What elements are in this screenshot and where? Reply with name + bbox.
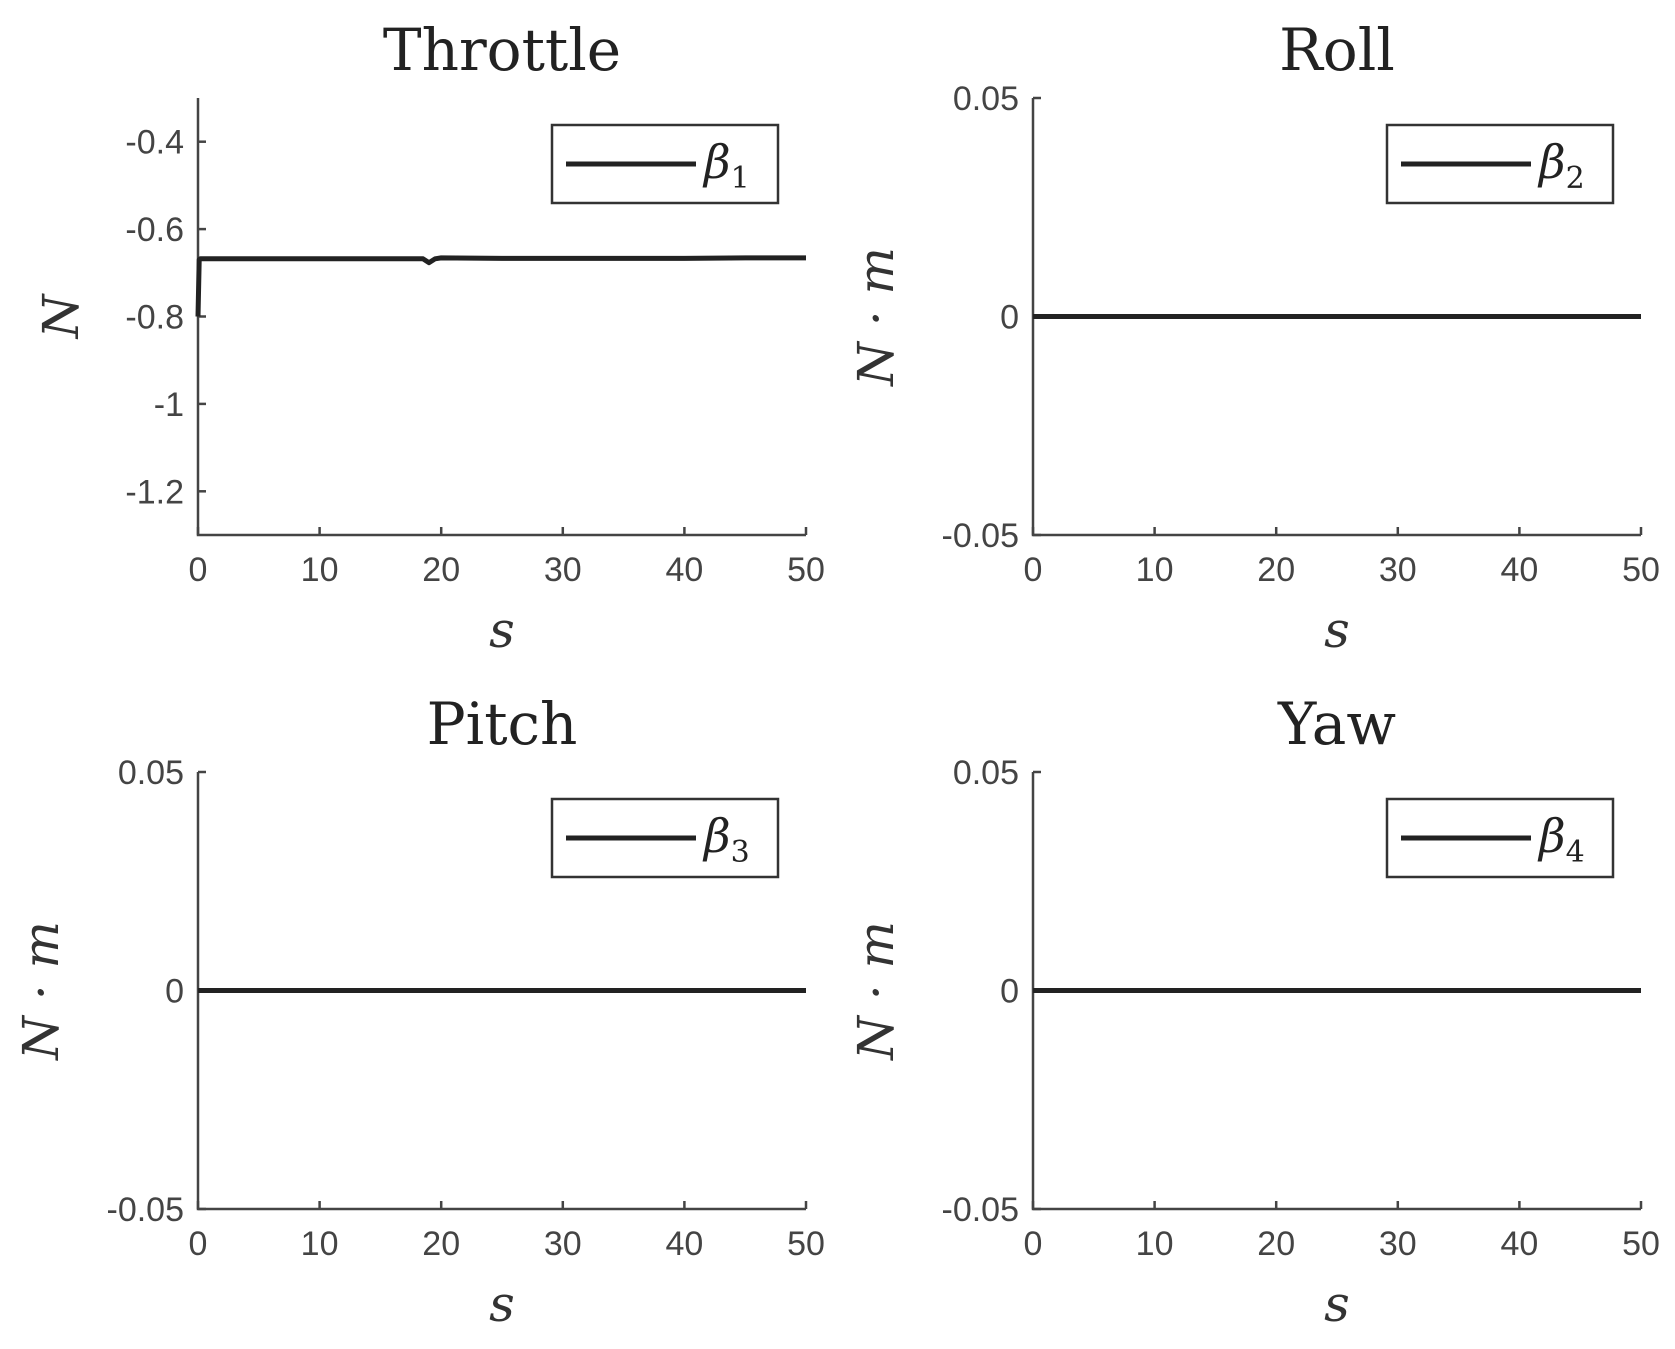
y-tick-label: 0.05 <box>953 80 1019 118</box>
x-tick-label: 20 <box>1257 1225 1295 1263</box>
x-tick-label: 30 <box>1379 1225 1417 1263</box>
x-axis-label: s <box>1324 1275 1350 1333</box>
x-tick-label: 0 <box>1024 1225 1043 1263</box>
y-tick-label: 0.05 <box>118 754 184 792</box>
y-tick-label: -0.4 <box>125 124 184 162</box>
chart-title: Yaw <box>1277 690 1396 758</box>
x-tick-label: 30 <box>544 551 582 589</box>
x-tick-label: 20 <box>422 1225 460 1263</box>
legend: β1 <box>550 123 780 205</box>
y-axis-label: N <box>32 292 90 339</box>
y-tick-label: 0 <box>1000 973 1019 1011</box>
legend-label-subscript: 4 <box>1566 835 1585 870</box>
legend-label-subscript: 2 <box>1566 161 1585 196</box>
x-tick-label: 30 <box>1379 551 1417 589</box>
x-tick-label: 10 <box>1136 1225 1174 1263</box>
legend-label-subscript: 1 <box>731 161 750 196</box>
x-tick-label: 10 <box>301 1225 339 1263</box>
chart-title: Roll <box>1279 16 1395 84</box>
y-tick-label: -1 <box>154 386 184 424</box>
x-axis-label: s <box>489 1275 515 1333</box>
y-tick-label: 0 <box>1000 299 1019 337</box>
chart-title: Pitch <box>427 690 578 758</box>
x-tick-label: 50 <box>1622 551 1660 589</box>
legend: β3 <box>550 797 780 879</box>
y-tick-label: -0.05 <box>942 1191 1020 1229</box>
x-tick-label: 0 <box>1024 551 1043 589</box>
x-tick-label: 10 <box>1136 551 1174 589</box>
subplot-throttle: Throttle 0 10 20 30 40 50 -0.4 -0.6 -0.8 -1 -1.2 s Nβ… <box>32 16 825 659</box>
series-line-1 <box>195 255 806 317</box>
x-tick-label: 10 <box>301 551 339 589</box>
x-tick-label: 40 <box>665 551 703 589</box>
y-tick-label: -0.8 <box>125 299 184 337</box>
x-tick-label: 0 <box>189 551 208 589</box>
x-tick-label: 20 <box>422 551 460 589</box>
y-tick-label: 0.05 <box>953 754 1019 792</box>
x-axis-label: s <box>489 601 515 659</box>
y-tick-label: -0.6 <box>125 211 184 249</box>
y-axis-label: N · m <box>12 921 70 1061</box>
x-tick-label: 50 <box>1622 1225 1660 1263</box>
x-tick-label: 40 <box>1500 551 1538 589</box>
x-axis-label: s <box>1324 601 1350 659</box>
y-tick-label: -0.05 <box>107 1191 185 1229</box>
y-axis-label: N · m <box>847 921 905 1061</box>
y-tick-label: -0.05 <box>942 517 1020 555</box>
legend-label-symbol: β <box>1537 135 1566 189</box>
legend-label: β1 <box>702 135 750 196</box>
x-tick-label: 30 <box>544 1225 582 1263</box>
legend: β2 <box>1385 123 1615 205</box>
legend-label-symbol: β <box>702 135 731 189</box>
legend-label: β2 <box>1537 135 1585 196</box>
legend-label: β4 <box>1537 809 1585 870</box>
x-tick-label: 20 <box>1257 551 1295 589</box>
y-axis-label: N · m <box>847 247 905 387</box>
x-tick-label: 50 <box>787 1225 825 1263</box>
legend: β4 <box>1385 797 1615 879</box>
x-tick-label: 50 <box>787 551 825 589</box>
legend-label-symbol: β <box>1537 809 1566 863</box>
legend-label-symbol: β <box>702 809 731 863</box>
x-tick-label: 40 <box>1500 1225 1538 1263</box>
legend-label: β3 <box>702 809 750 870</box>
x-tick-label: 40 <box>665 1225 703 1263</box>
y-tick-label: -1.2 <box>125 473 184 511</box>
x-tick-label: 0 <box>189 1225 208 1263</box>
chart-title: Throttle <box>383 16 621 84</box>
y-tick-label: 0 <box>165 973 184 1011</box>
legend-label-subscript: 3 <box>731 835 750 870</box>
